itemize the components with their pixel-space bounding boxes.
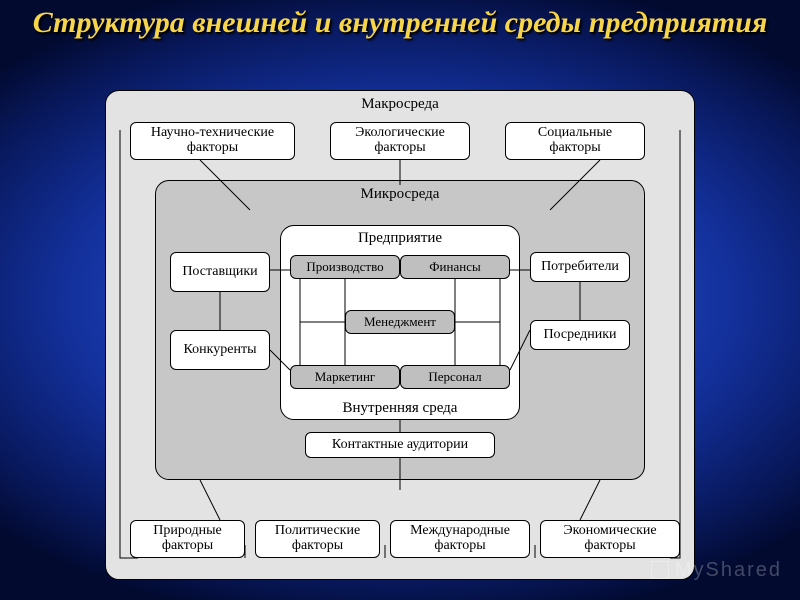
- watermark-text: MyShared: [675, 559, 782, 581]
- macro-box-social: Социальные факторы: [505, 122, 645, 160]
- macro-box-economic: Экономические факторы: [540, 520, 680, 558]
- inner-box-personnel: Персонал: [400, 365, 510, 389]
- macro-box-natural: Природные факторы: [130, 520, 245, 558]
- macro-box-political: Политические факторы: [255, 520, 380, 558]
- micro-box-suppliers: Поставщики: [170, 252, 270, 292]
- inner-box-management: Менеджмент: [345, 310, 455, 334]
- macro-box-science: Научно-технические факторы: [130, 122, 295, 160]
- micro-box-intermediaries: Посредники: [530, 320, 630, 350]
- micro-box-contacts: Контактные аудитории: [305, 432, 495, 458]
- connector-lines: [0, 0, 800, 600]
- internal-label: Внутренняя среда: [280, 400, 520, 417]
- watermark: MyShared: [651, 559, 782, 582]
- macro-label: Макросреда: [105, 96, 695, 113]
- macro-box-ecological: Экологические факторы: [330, 122, 470, 160]
- watermark-icon: [651, 561, 669, 579]
- micro-box-consumers: Потребители: [530, 252, 630, 282]
- micro-label: Микросреда: [155, 186, 645, 203]
- micro-box-competitors: Конкуренты: [170, 330, 270, 370]
- inner-box-finance: Финансы: [400, 255, 510, 279]
- inner-box-marketing: Маркетинг: [290, 365, 400, 389]
- macro-box-international: Международные факторы: [390, 520, 530, 558]
- inner-box-production: Производство: [290, 255, 400, 279]
- enterprise-label: Предприятие: [280, 230, 520, 247]
